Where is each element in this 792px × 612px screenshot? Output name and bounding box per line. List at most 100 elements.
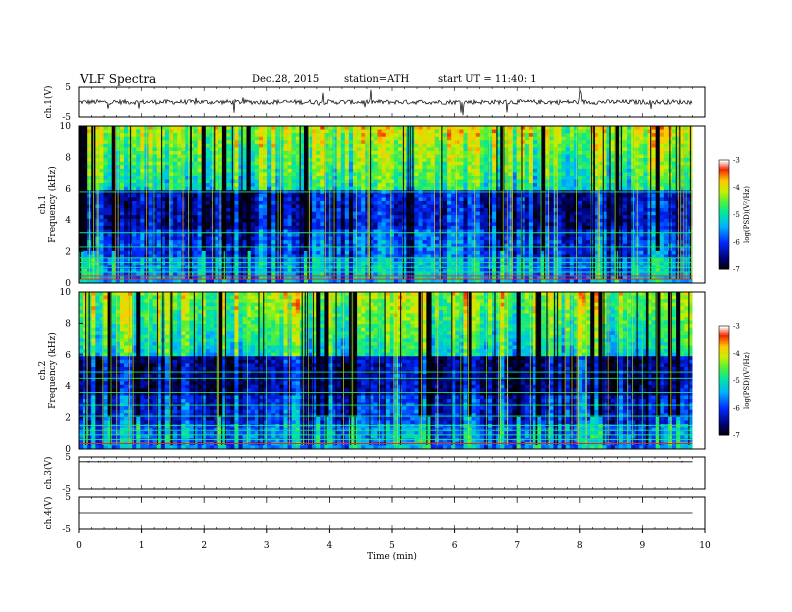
spectrogram-cell bbox=[250, 247, 256, 252]
spectrogram-cell bbox=[103, 243, 108, 248]
spectrogram-cell bbox=[475, 250, 481, 255]
spectrogram-cell bbox=[459, 158, 464, 162]
spectrogram-cell bbox=[263, 225, 268, 230]
spectrogram-cell bbox=[316, 126, 321, 130]
spectrogram-cell bbox=[136, 161, 141, 166]
spectrogram-cell bbox=[389, 215, 395, 220]
spectrogram-cell bbox=[434, 193, 440, 198]
spectrogram-cell bbox=[242, 129, 247, 134]
spectrogram-cell bbox=[222, 147, 227, 152]
spectrogram-cell bbox=[275, 154, 280, 159]
spectrogram-cell bbox=[295, 229, 301, 234]
spectrogram-cell bbox=[283, 254, 288, 259]
spectrogram-cell bbox=[222, 204, 227, 209]
spectrogram-cell bbox=[160, 272, 166, 277]
spectrogram-cell bbox=[475, 158, 481, 162]
spectrogram-cell bbox=[483, 179, 489, 184]
spectrogram-cell bbox=[324, 140, 329, 145]
spectrogram-cell bbox=[177, 200, 182, 205]
spectrogram-cell bbox=[152, 250, 158, 255]
spectrogram-cell bbox=[344, 129, 350, 134]
spectrogram-cell bbox=[344, 172, 350, 177]
spectrogram-cell bbox=[467, 147, 472, 152]
spectrogram-cell bbox=[463, 172, 468, 177]
spectrogram-cell bbox=[148, 218, 153, 223]
spectrogram-cell bbox=[295, 193, 301, 198]
spectrogram-cell bbox=[483, 133, 489, 138]
spectrogram-cell bbox=[357, 250, 362, 255]
spectrogram-cell bbox=[459, 247, 464, 252]
spectrogram-cell bbox=[148, 136, 153, 141]
spectrogram-cell bbox=[320, 243, 325, 248]
spectrogram-cell bbox=[369, 150, 374, 155]
spectrogram-cell bbox=[324, 158, 329, 162]
spectrogram-cell bbox=[402, 236, 407, 241]
spectrogram-cell bbox=[181, 208, 186, 212]
spectrogram-cell bbox=[455, 168, 460, 173]
spectrogram-cell bbox=[263, 193, 268, 198]
spectrogram-cell bbox=[201, 211, 207, 216]
spectrogram-cell bbox=[173, 165, 178, 170]
spectrogram-cell bbox=[328, 275, 333, 280]
spectrogram-cell bbox=[123, 247, 129, 252]
spectrogram-cell bbox=[373, 197, 378, 202]
spectrogram-cell bbox=[185, 197, 190, 202]
spectrogram-cell bbox=[263, 183, 268, 187]
spectrogram-cell bbox=[353, 161, 358, 166]
spectrogram-cell bbox=[369, 161, 374, 166]
spectrogram-cell bbox=[83, 258, 88, 262]
spectrogram-cell bbox=[377, 158, 382, 162]
spectrogram-cell bbox=[312, 247, 317, 252]
spectrogram-cell bbox=[99, 147, 104, 152]
spectrogram-cell bbox=[226, 240, 231, 245]
spectrogram-cell bbox=[287, 229, 292, 234]
spectrogram-cell bbox=[156, 279, 162, 284]
spectrogram-cell bbox=[271, 258, 276, 262]
spectrogram-cell bbox=[132, 147, 137, 152]
spectrogram-cell bbox=[152, 261, 158, 266]
spectrogram-cell bbox=[103, 275, 108, 280]
spectrogram-cell bbox=[455, 143, 460, 148]
spectrogram-cell bbox=[434, 150, 440, 155]
spectrogram-cell bbox=[324, 154, 329, 159]
spectrogram-cell bbox=[402, 140, 407, 145]
spectrogram-cell bbox=[291, 140, 297, 145]
spectrogram-cell bbox=[201, 143, 207, 148]
spectrogram-cell bbox=[103, 133, 108, 138]
spectrogram-cell bbox=[99, 168, 104, 173]
spectrogram-cell bbox=[381, 183, 387, 187]
spectrogram-cell bbox=[103, 143, 108, 148]
spectrogram-cell bbox=[459, 165, 464, 170]
spectrogram-cell bbox=[418, 211, 423, 216]
spectrogram-cell bbox=[393, 186, 399, 191]
spectrogram-cell bbox=[316, 272, 321, 277]
spectrogram-cell bbox=[83, 175, 88, 180]
spectrogram-cell bbox=[168, 197, 174, 202]
spectrogram-cell bbox=[275, 147, 280, 152]
spectrogram-cell bbox=[242, 208, 247, 212]
spectrogram-cell bbox=[267, 233, 272, 237]
spectrogram-cell bbox=[267, 208, 272, 212]
spectrogram-cell bbox=[320, 261, 325, 266]
spectrogram-cell bbox=[164, 172, 170, 177]
spectrogram-cell bbox=[336, 175, 342, 180]
spectrogram-cell bbox=[250, 200, 256, 205]
spectrogram-cell bbox=[160, 136, 166, 141]
spectrogram-cell bbox=[83, 240, 88, 245]
spectrogram-cell bbox=[434, 204, 440, 209]
spectrogram-cell bbox=[234, 215, 239, 220]
spectrogram-cell bbox=[471, 258, 477, 262]
spectrogram-cell bbox=[348, 165, 354, 170]
spectrogram-cell bbox=[332, 133, 337, 138]
spectrogram-cell bbox=[271, 261, 276, 266]
spectrogram-cell bbox=[430, 204, 436, 209]
spectrogram-cell bbox=[479, 215, 485, 220]
spectrogram-cell bbox=[246, 204, 252, 209]
spectrogram-cell bbox=[181, 247, 186, 252]
spectrogram-cell bbox=[385, 261, 391, 266]
spectrogram-cell bbox=[398, 140, 403, 145]
spectrogram-cell bbox=[340, 275, 346, 280]
spectrogram-cell bbox=[181, 193, 186, 198]
spectrogram-cell bbox=[430, 243, 436, 248]
spectrogram-cell bbox=[479, 193, 485, 198]
